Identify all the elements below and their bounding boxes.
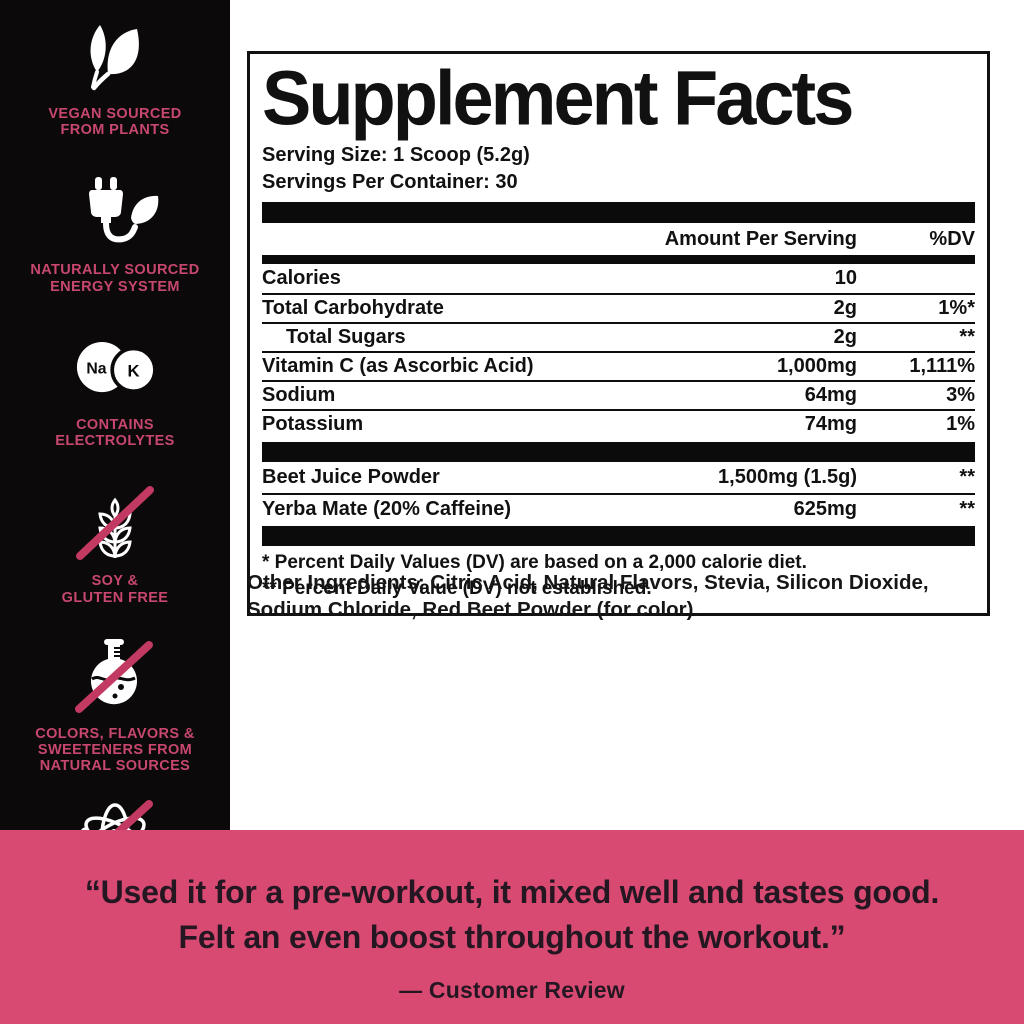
feature-label-energy: NATURALLY SOURCED ENERGY SYSTEM [30, 262, 200, 295]
ingredient-name: Beet Juice Powder [262, 466, 440, 488]
na-symbol: Na [86, 361, 106, 378]
nutrient-dv: 1,111% [909, 355, 975, 377]
header-dv: %DV [929, 227, 975, 250]
review-quote: “Used it for a pre-workout, it mixed wel… [84, 874, 940, 956]
nutrient-name: Vitamin C (as Ascorbic Acid) [262, 355, 534, 377]
footnotes: * Percent Daily Values (DV) are based on… [262, 546, 975, 603]
feature-natural-sources: COLORS, FLAVORS & SWEETENERS FROM NATURA… [35, 638, 195, 775]
row-beet-juice-powder: Beet Juice Powder 1,500mg (1.5g) ** [262, 462, 975, 493]
other-ingredients: Other Ingredients: Citric Acid, Natural … [247, 570, 995, 623]
nutrient-amount: 1,000mg [776, 355, 857, 377]
supplement-facts-panel: Supplement Facts Serving Size: 1 Scoop (… [247, 51, 990, 617]
nutrient-amount: 2g [833, 297, 857, 319]
servings-per-container: Servings Per Container: 30 [262, 171, 518, 193]
nutrient-name: Potassium [262, 413, 364, 435]
row-total-sugars: Total Sugars 2g ** [262, 322, 975, 351]
nutrient-name: Total Carbohydrate [262, 297, 444, 319]
ingredient-amount: 1,500mg (1.5g) [718, 466, 857, 488]
divider-thick-bar [262, 526, 975, 546]
feature-label-soy-gluten: SOY & GLUTEN FREE [61, 573, 169, 606]
nutrient-amount: 74mg [804, 413, 857, 435]
main-content: Supplement Facts Serving Size: 1 Scoop (… [230, 0, 1024, 830]
footnote-dv-basis: * Percent Daily Values (DV) are based on… [262, 552, 807, 573]
feature-vegan: VEGAN SOURCED FROM PLANTS [48, 18, 181, 138]
ingredient-amount: 625mg [793, 498, 857, 520]
leaves-icon [63, 18, 167, 96]
divider-thick-bar [262, 442, 975, 462]
other-ingredients-text: Citric Acid, Natural Flavors, Stevia, Si… [247, 571, 929, 621]
nutrient-amount: 10 [834, 267, 857, 289]
row-vitamin-c: Vitamin C (as Ascorbic Acid) 1,000mg 1,1… [262, 351, 975, 380]
customer-review-band: “Used it for a pre-workout, it mixed wel… [0, 830, 1024, 1024]
feature-sidebar: VEGAN SOURCED FROM PLANTS NATURALLY SOUR… [0, 0, 230, 917]
nutrient-amount: 2g [833, 326, 857, 348]
feature-energy: NATURALLY SOURCED ENERGY SYSTEM [30, 174, 200, 295]
row-calories: Calories 10 [262, 264, 975, 293]
header-amount-per-serving: Amount Per Serving [664, 227, 857, 250]
sodium-potassium-icon: Na K [63, 329, 167, 407]
nutrient-dv: ** [959, 326, 975, 348]
facts-header-row: Amount Per Serving %DV [262, 223, 975, 255]
other-ingredients-label: Other Ingredients: [247, 571, 425, 594]
ingredient-name: Yerba Mate (20% Caffeine) [262, 498, 511, 520]
feature-soy-gluten-free: SOY & GLUTEN FREE [61, 485, 169, 606]
plug-leaf-icon [63, 174, 167, 252]
nutrient-name: Calories [262, 267, 341, 289]
nutrient-dv: 3% [946, 384, 975, 406]
no-wheat-icon [63, 485, 167, 563]
feature-label-natural-sources: COLORS, FLAVORS & SWEETENERS FROM NATURA… [35, 725, 195, 775]
nutrient-amount: 64mg [804, 384, 857, 406]
no-artificial-flask-icon [63, 638, 167, 716]
review-attribution: — Customer Review [399, 976, 625, 1003]
footnote-dv-not-established: ** Percent Daily Value (DV) not establis… [262, 577, 652, 599]
serving-size: Serving Size: 1 Scoop (5.2g) [262, 144, 530, 166]
nutrient-name: Sodium [262, 384, 336, 406]
divider-medium-bar [262, 255, 975, 264]
nutrient-name: Total Sugars [286, 326, 406, 348]
row-total-carbohydrate: Total Carbohydrate 2g 1%* [262, 293, 975, 322]
divider-thick-bar [262, 202, 975, 223]
feature-electrolytes: Na K CONTAINS ELECTROLYTES [55, 329, 174, 449]
row-sodium: Sodium 64mg 3% [262, 380, 975, 409]
row-potassium: Potassium 74mg 1% [262, 409, 975, 438]
k-symbol: K [128, 361, 140, 380]
nutrient-dv: 1% [946, 413, 975, 435]
strike-line [76, 486, 154, 561]
nutrient-dv: 1%* [938, 297, 975, 319]
feature-label-electrolytes: CONTAINS ELECTROLYTES [55, 416, 175, 450]
ingredient-dv: ** [959, 466, 975, 488]
supplement-facts-title: Supplement Facts [262, 54, 854, 142]
row-yerba-mate: Yerba Mate (20% Caffeine) 625mg ** [262, 493, 975, 524]
serving-info: Serving Size: 1 Scoop (5.2g) Servings Pe… [262, 142, 975, 196]
feature-label-vegan: VEGAN SOURCED FROM PLANTS [48, 106, 182, 139]
strike-line [75, 640, 153, 713]
ingredient-dv: ** [959, 498, 975, 520]
